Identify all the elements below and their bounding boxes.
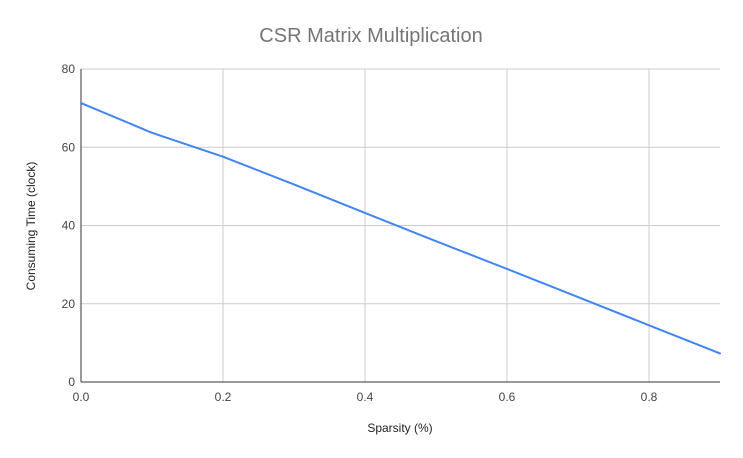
tick-labels: 0 20 40 60 80 0.0 0.2 0.4 0.6 0.8 <box>62 62 658 404</box>
x-tick-label: 0.4 <box>357 390 374 404</box>
axes <box>80 69 720 383</box>
series-line <box>80 102 721 355</box>
y-tick-label: 20 <box>62 297 76 311</box>
series-lines <box>80 102 721 355</box>
y-tick-label: 60 <box>62 140 76 154</box>
x-tick-label: 0.0 <box>73 390 90 404</box>
grid-lines <box>81 68 720 382</box>
y-tick-label: 80 <box>62 62 76 76</box>
chart-title: CSR Matrix Multiplication <box>259 25 482 47</box>
x-axis-label: Sparsity (%) <box>367 421 432 435</box>
x-tick-label: 0.6 <box>499 390 516 404</box>
y-tick-label: 40 <box>62 219 76 233</box>
y-axis-label: Consuming Time (clock) <box>24 162 38 291</box>
x-tick-label: 0.8 <box>641 390 658 404</box>
x-tick-label: 0.2 <box>215 390 232 404</box>
y-tick-label: 0 <box>68 375 75 389</box>
